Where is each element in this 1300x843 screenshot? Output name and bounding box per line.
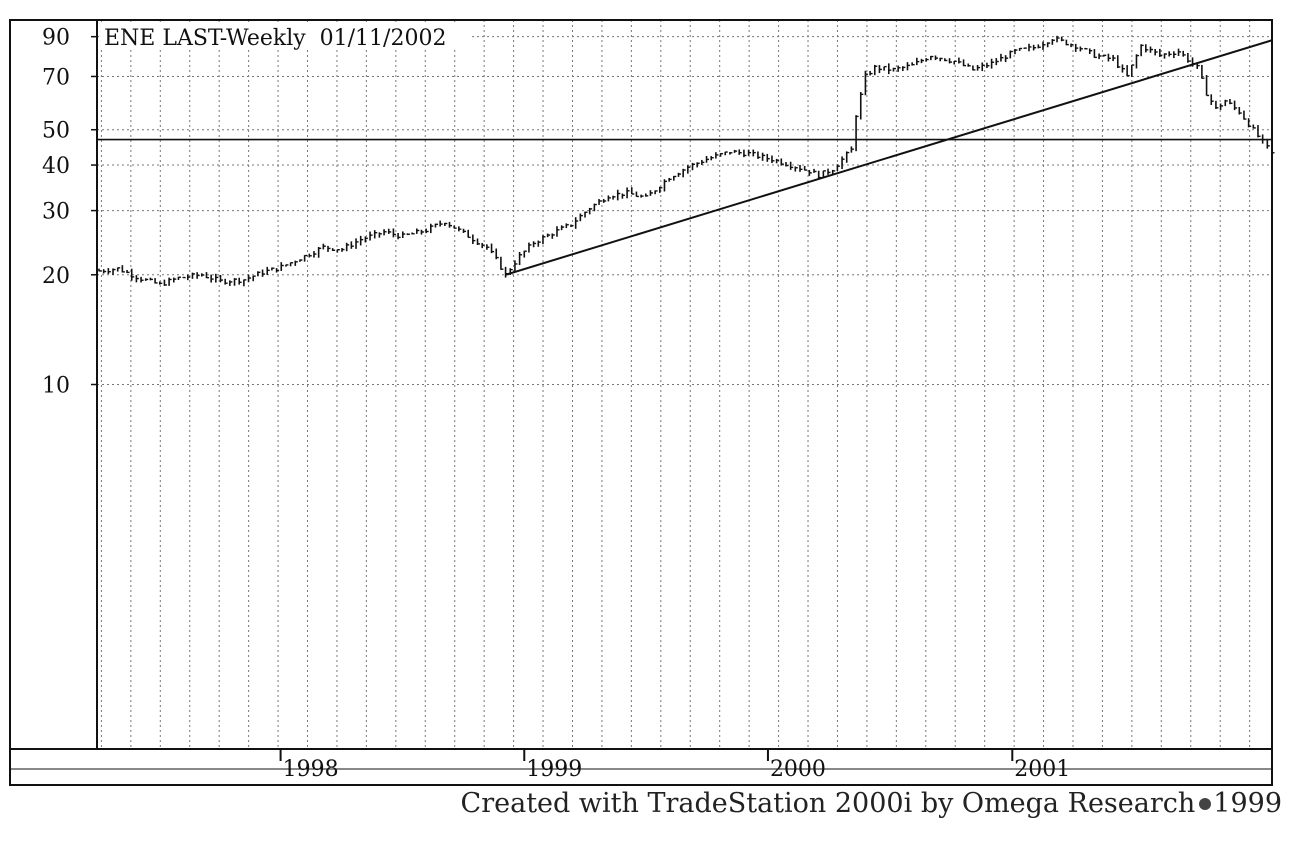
marks-layer: [97, 35, 1275, 287]
chart-title: ENE LAST-Weekly 01/11/2002: [104, 26, 446, 51]
y-tick-label: 50: [42, 119, 70, 144]
y-tick-label: 90: [42, 26, 70, 51]
x-tick-label: 1999: [526, 757, 582, 782]
x-tick-label: 1998: [283, 757, 339, 782]
labels-layer: 90 70 50 40 30 20 10 1998 1999 2000 2001 ENE LAST-W…: [42, 24, 1070, 782]
price-series: [98, 35, 1275, 287]
footer-year: 1999: [1213, 788, 1282, 819]
title-backing: [101, 24, 471, 50]
y-tick-label: 30: [42, 200, 70, 225]
copyright-icon: [1199, 797, 1212, 810]
frame-layer: [9, 19, 1273, 786]
footer-text: Created with TradeStation 2000i by Omega…: [460, 788, 1196, 819]
y-tick-label: 40: [42, 154, 70, 179]
y-tick-label: 10: [42, 374, 70, 399]
x-tick-label: 2001: [1014, 757, 1070, 782]
footer-credit: Created with TradeStation 2000i by Omega…: [461, 788, 1282, 819]
y-tick-label: 20: [42, 264, 70, 289]
x-tick-label: 2000: [770, 757, 826, 782]
trend-line: [505, 39, 1273, 276]
outer-frame: [9, 19, 1273, 786]
y-tick-label: 70: [42, 65, 70, 90]
